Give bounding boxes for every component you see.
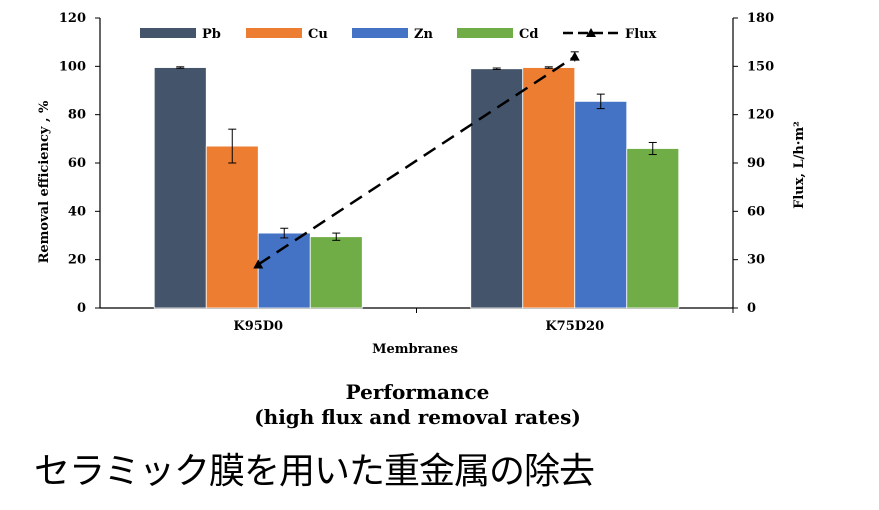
y-tick-label: 40 xyxy=(68,204,86,219)
legend-swatch-cu xyxy=(246,28,302,38)
flux-marker xyxy=(253,259,264,269)
legend-label-cu: Cu xyxy=(308,27,328,42)
y-axis-label: Removal efficiency , % xyxy=(37,100,52,263)
legend-label-pb: Pb xyxy=(202,27,221,42)
bar-cd-k75d20 xyxy=(626,148,680,309)
bar-zn-k95d0 xyxy=(257,232,311,309)
legend-swatch-pb xyxy=(140,28,196,38)
bar-pb-k75d20 xyxy=(470,68,524,309)
caption-text: セラミック膜を用いた重金属の除去 xyxy=(34,451,595,492)
legend-label-zn: Zn xyxy=(414,27,433,42)
y2-tick-label: 0 xyxy=(747,301,756,316)
x-axis-label: Membranes xyxy=(372,342,458,357)
legend-label-flux: Flux xyxy=(625,27,657,42)
y2-tick-label: 30 xyxy=(747,253,765,268)
legend-label-cd: Cd xyxy=(519,27,538,42)
bar-cu-k95d0 xyxy=(205,145,259,309)
y2-tick-label: 60 xyxy=(747,204,765,219)
y-tick-label: 60 xyxy=(68,156,86,171)
legend-swatch-cd xyxy=(457,28,513,38)
y-tick-label: 80 xyxy=(68,108,86,123)
bar-pb-k95d0 xyxy=(153,67,207,309)
y-tick-label: 20 xyxy=(68,253,86,268)
legend-marker-flux xyxy=(586,28,596,37)
bar-cu-k75d20 xyxy=(522,67,576,309)
chart-bars xyxy=(153,66,680,309)
bar-cd-k95d0 xyxy=(309,236,363,309)
removal-flux-chart: 0 20 40 60 80 100 120 0 30 60 90 120 150 180 K95D0 K75D… xyxy=(37,11,807,357)
x-tick-label: K95D0 xyxy=(233,319,283,334)
y2-tick-label: 90 xyxy=(747,156,765,171)
bar-zn-k75d20 xyxy=(574,100,628,309)
performance-subtitle: (high flux and removal rates) xyxy=(254,405,581,429)
x-tick-label: K75D20 xyxy=(545,319,604,334)
flux-line xyxy=(257,55,576,266)
y2-tick-label: 150 xyxy=(747,59,774,74)
y2-tick-label: 120 xyxy=(747,108,774,123)
y2-axis-label: Flux, L/h·m² xyxy=(792,121,807,209)
chart-legend: Pb Cu Zn Cd Flux xyxy=(140,27,657,42)
y-tick-label: 100 xyxy=(59,59,86,74)
y2-tick-label: 180 xyxy=(747,11,774,26)
y-tick-label: 0 xyxy=(77,301,86,316)
performance-title: Performance xyxy=(345,380,490,404)
y-tick-label: 120 xyxy=(59,11,86,26)
legend-swatch-zn xyxy=(352,28,408,38)
flux-line-group xyxy=(253,51,580,269)
